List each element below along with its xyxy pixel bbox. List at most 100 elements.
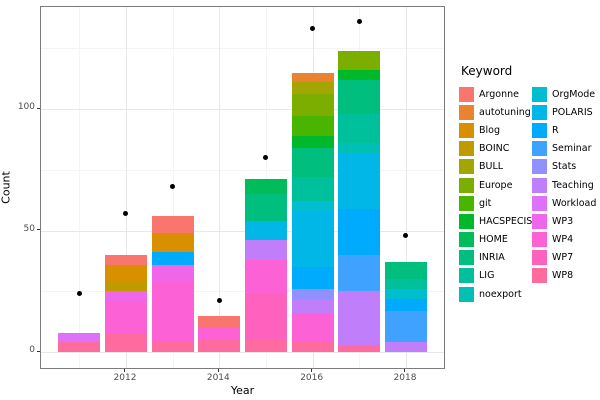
legend-swatch <box>532 268 547 284</box>
bar-segment-INRIA <box>384 262 427 280</box>
bar-segment-Teaching <box>384 342 427 352</box>
legend-item: Seminar <box>532 140 596 158</box>
y-tick-label: 0 <box>29 345 35 355</box>
bar-segment-git <box>291 116 334 136</box>
legend-swatch <box>459 177 474 193</box>
bar-segment-OrgMode <box>291 201 334 212</box>
x-tick-mark <box>217 369 219 372</box>
y-tick-label: 100 <box>17 102 35 112</box>
legend-swatch <box>532 177 547 193</box>
plot-panel <box>40 6 445 369</box>
legend-label: WP3 <box>552 215 574 227</box>
bar-segment-POLARIS <box>244 220 287 241</box>
legend-item: git <box>459 194 532 212</box>
legend-swatch <box>459 286 474 302</box>
legend-item: WP3 <box>532 212 596 230</box>
legend-item: Workload <box>532 194 596 212</box>
data-point <box>310 26 316 32</box>
bar-segment-Seminar <box>384 310 427 343</box>
bar-segment-POLARIS <box>291 211 334 267</box>
legend-item: Argonne <box>459 85 532 103</box>
bar-segment-WP4 <box>291 313 334 343</box>
legend-item: WP7 <box>532 249 596 267</box>
bar-segment-WP8 <box>58 342 101 352</box>
bar-segment-WP8 <box>244 339 287 352</box>
y-tick-mark <box>37 229 40 230</box>
bar-segment-R <box>151 252 194 265</box>
legend-label: Europe <box>479 179 513 191</box>
y-tick-mark <box>37 350 40 352</box>
data-point <box>216 298 222 304</box>
x-tick-mark <box>124 369 126 372</box>
bar-segment-WP8 <box>151 342 194 352</box>
data-point <box>76 291 82 297</box>
bar-segment-noexport <box>338 143 381 153</box>
legend-swatch <box>459 122 474 138</box>
x-tick-label: 2018 <box>393 373 417 383</box>
bar-segment-R <box>384 298 427 311</box>
legend-item: Blog <box>459 121 532 139</box>
legend-label: BULL <box>479 161 504 173</box>
legend-item: BOINC <box>459 140 532 158</box>
bar-segment-WP3 <box>104 291 147 301</box>
bar-segment-Stats <box>291 288 334 299</box>
gridline-minor <box>41 291 444 293</box>
bar-segment-BULL <box>291 82 334 95</box>
x-tick-mark <box>311 369 313 372</box>
bar-segment-Europe <box>291 94 334 117</box>
x-axis-title: Year <box>230 384 255 397</box>
bar-segment-INRIA <box>338 79 381 114</box>
bar-segment-WP8 <box>198 339 241 352</box>
legend-swatch <box>459 213 474 229</box>
legend-label: Blog <box>479 124 500 136</box>
bar-segment-POLARIS <box>338 152 381 209</box>
bar-segment-WP4 <box>244 259 287 294</box>
legend-label: Argonne <box>479 88 519 100</box>
legend-swatch <box>459 232 474 248</box>
bar-segment-Workload <box>58 332 101 343</box>
legend-item: Europe <box>459 176 532 194</box>
bar-segment-HACSPECIS <box>291 135 334 148</box>
legend-item: OrgMode <box>532 85 596 103</box>
bar-segment-INRIA <box>291 147 334 178</box>
legend-label: BOINC <box>479 143 510 155</box>
bar-segment-R <box>338 208 381 255</box>
legend-swatch <box>532 250 547 266</box>
legend-swatch <box>532 122 547 138</box>
bar-segment-autotuning <box>291 72 334 83</box>
legend-swatch <box>459 268 474 284</box>
x-tick-mark <box>404 369 406 372</box>
legend-item: autotuning <box>459 103 532 121</box>
gridline-major <box>125 7 127 368</box>
legend-swatch <box>532 232 547 248</box>
x-tick-label: 2014 <box>206 373 230 383</box>
legend-item: WP4 <box>532 231 596 249</box>
bar-segment-HACSPECIS <box>338 70 381 80</box>
legend-swatch <box>532 195 547 211</box>
data-point <box>356 19 362 25</box>
legend-columns: Argonne autotuning Blog BOINC BULL Europe git H… <box>459 85 599 303</box>
legend-column-2: OrgMode POLARIS R Seminar Stats Teaching Workl… <box>532 85 596 303</box>
bar-segment-OrgMode <box>384 288 427 299</box>
bar-segment-INRIA <box>244 194 287 221</box>
legend-label: Stats <box>552 161 577 173</box>
y-axis-title: Count <box>0 171 13 204</box>
legend-swatch <box>532 104 547 120</box>
legend-label: git <box>479 197 492 209</box>
legend-swatch <box>459 141 474 157</box>
gridline-major <box>41 230 444 232</box>
bar-segment-LIG <box>291 177 334 202</box>
bar-segment-WP3 <box>151 264 194 282</box>
legend-label: LIG <box>479 270 495 282</box>
legend-label: POLARIS <box>552 106 593 118</box>
legend-title: Keyword <box>461 64 513 78</box>
bar-segment-Argonne <box>151 215 194 233</box>
bar-segment-WP4 <box>151 281 194 343</box>
legend-item: HACSPECIS <box>459 212 532 230</box>
legend-item: HOME <box>459 231 532 249</box>
legend-label: Seminar <box>552 143 592 155</box>
gridline-major <box>41 109 444 110</box>
bar-segment-WP7 <box>244 293 287 340</box>
legend-item: LIG <box>459 267 532 285</box>
data-point <box>123 210 129 216</box>
